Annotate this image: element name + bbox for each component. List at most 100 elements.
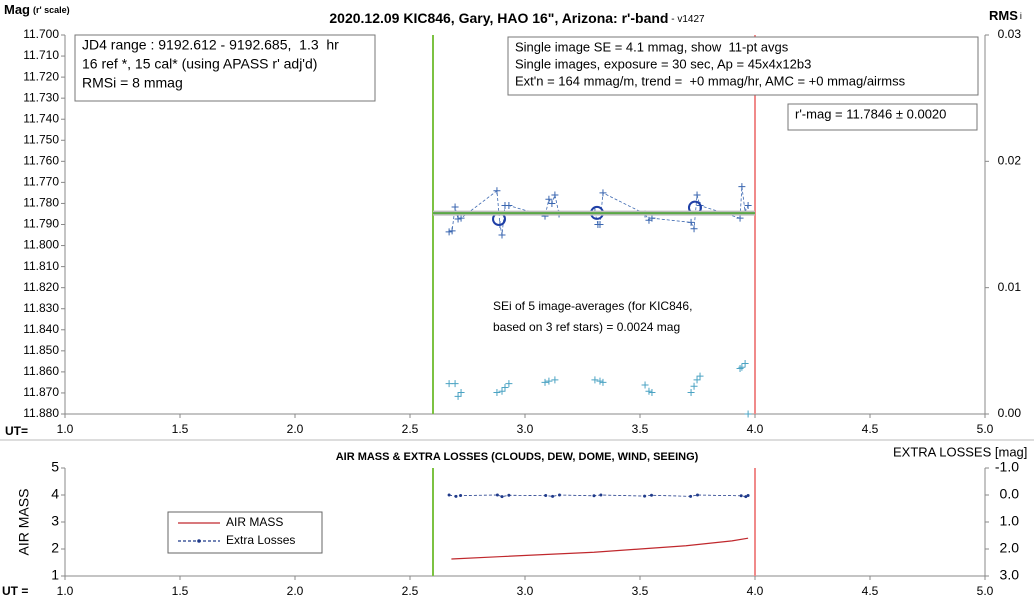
point (454, 392, 462, 400)
point (738, 363, 746, 371)
legend-box (167, 511, 323, 554)
point (641, 381, 649, 389)
annotation-text: JD4 range : 9192.612 - 9192.685, 1.3 hr (82, 37, 339, 53)
y-tick-label: 1 (51, 567, 59, 583)
point (454, 215, 462, 223)
y2-tick-label: 0.00 (998, 406, 1022, 420)
y2-tick-label: -1.0 (995, 459, 1019, 475)
y-label-main: Mag (4, 2, 30, 17)
annotation-box (74, 34, 376, 102)
point (501, 383, 509, 391)
point (599, 378, 607, 386)
point (643, 494, 647, 498)
point (592, 494, 596, 498)
title-main: 2020.12.09 KIC846, Gary, HAO 16", Arizon… (329, 10, 668, 26)
chart-title: AIR MASS & EXTRA LOSSES (CLOUDS, DEW, DO… (336, 451, 699, 463)
point (457, 389, 465, 397)
point (558, 493, 561, 497)
point (693, 191, 701, 199)
x-tick-label: 1.0 (57, 422, 74, 436)
x-tick-label: 3.5 (632, 422, 649, 436)
point (689, 494, 693, 498)
point (548, 199, 556, 207)
point (451, 380, 459, 388)
y-tick-label: 11.870 (23, 385, 59, 399)
point (696, 493, 699, 497)
point (545, 377, 553, 385)
point (744, 410, 752, 418)
point (693, 376, 701, 384)
y2-tick-label: 3.0 (1000, 567, 1020, 583)
point (445, 228, 453, 236)
y-axis-label: AIR MASS (16, 489, 32, 556)
y2-axis-label: EXTRA LOSSES [mag] (893, 444, 1027, 459)
y-tick-label: 11.710 (23, 48, 59, 62)
x-tick-label: 4.5 (862, 422, 879, 436)
point (648, 389, 656, 397)
x-tick-label: 2.0 (287, 422, 304, 436)
x-tick-label: 2.0 (287, 584, 304, 598)
point (551, 191, 559, 199)
annotation-text: SEi of 5 image-averages (for KIC846, (493, 299, 692, 313)
point (687, 389, 695, 397)
point (544, 494, 548, 498)
x-tick-label: 3.5 (632, 584, 649, 598)
point (545, 195, 553, 203)
y-tick-label: 11.780 (23, 196, 59, 210)
legend: AIR MASS Extra Losses (167, 511, 323, 554)
point (541, 378, 549, 386)
y-tick-label: 11.820 (23, 280, 59, 294)
annotation-text: r'-mag = 11.7846 ± 0.0020 (795, 106, 946, 121)
point (650, 493, 653, 497)
point (495, 493, 499, 497)
y-tick-label: 11.800 (23, 238, 59, 252)
point (648, 214, 656, 222)
x-tick-label: 3.0 (517, 584, 534, 598)
point (498, 231, 506, 239)
point (645, 387, 653, 395)
point (451, 203, 459, 211)
point (599, 493, 603, 497)
series-line (449, 494, 749, 498)
point (551, 376, 559, 384)
point (507, 493, 511, 497)
point (744, 202, 752, 210)
y-tick-label: 11.790 (23, 217, 59, 231)
x-tick-label: 4.0 (747, 422, 764, 436)
point (687, 218, 695, 226)
y-tick-label: 11.750 (23, 132, 59, 146)
point (459, 494, 463, 498)
y2-tick-label: 1.0 (1000, 513, 1020, 529)
point (551, 494, 555, 498)
x-tick-label: 4.0 (747, 584, 764, 598)
annotation-text: Ext'n = 164 mmag/m, trend = +0 mmag/hr, … (515, 73, 906, 88)
y2-tick-label: 0.01 (998, 280, 1022, 294)
point (493, 187, 501, 195)
x-tick-label: 5.0 (977, 584, 994, 598)
point (454, 494, 458, 498)
x-tick-label: 4.5 (862, 584, 879, 598)
legend-label: AIR MASS (226, 515, 283, 529)
annotation-text: Single images, exposure = 30 sec, Ap = 4… (515, 56, 811, 71)
plot: 1.0 1.5 2.0 2.5 3.0 3.5 4.0 4.5 5.0 11.700 11.710 1… (23, 27, 1021, 436)
y2-axis-label: RMS i (989, 8, 1022, 23)
plot: 1.0 1.5 2.0 2.5 3.0 3.5 4.0 4.5 5.0 5 4 3 2 1 -1.0 0.0 1… (51, 459, 1019, 598)
y-tick-label: 11.770 (23, 175, 59, 189)
y-tick-label: 11.840 (23, 322, 59, 336)
point (591, 376, 599, 384)
x-axis-label: UT= (5, 424, 28, 438)
legend-swatch-marker (197, 539, 201, 543)
point (690, 382, 698, 390)
point (505, 202, 513, 210)
point (596, 377, 604, 385)
y-tick-label: 11.830 (23, 301, 59, 315)
point (445, 380, 453, 388)
y2-label-main: RMS (989, 8, 1018, 23)
y-tick-label: 11.760 (23, 154, 59, 168)
y-tick-label: 3 (51, 513, 59, 529)
x-tick-label: 3.0 (517, 422, 534, 436)
point (746, 494, 750, 498)
point (736, 214, 744, 222)
point (690, 225, 698, 233)
